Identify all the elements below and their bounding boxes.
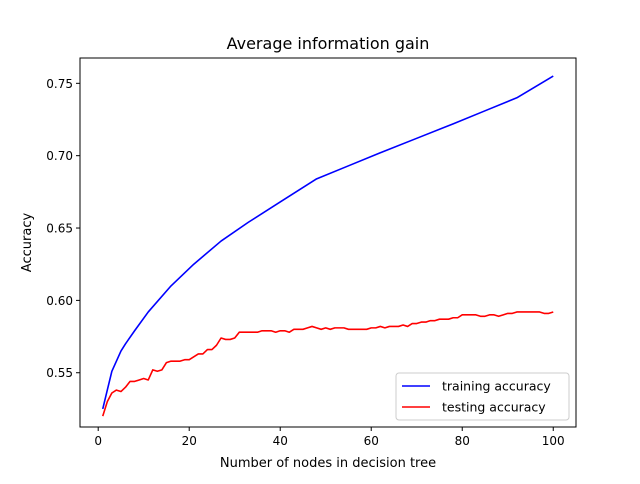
x-tick-label: 40 (273, 434, 288, 448)
series-line-training (101, 75, 554, 410)
x-axis: 0 20 40 60 80 100 (94, 427, 565, 448)
legend: training accuracy testing accuracy (395, 372, 570, 421)
y-tick-label: 0.75 (46, 77, 73, 91)
series-layer (101, 75, 554, 417)
legend-box (395, 372, 570, 421)
y-tick-label: 0.65 (46, 222, 73, 236)
y-tick-label: 0.70 (46, 149, 73, 163)
y-tick-label: 0.55 (46, 366, 73, 380)
y-axis-label: Accuracy (20, 213, 35, 273)
legend-label: training accuracy (442, 379, 551, 394)
series-line-testing (101, 311, 554, 417)
chart-title: Average information gain (227, 34, 430, 53)
legend-label: testing accuracy (442, 400, 546, 415)
x-tick-label: 0 (94, 434, 102, 448)
y-tick-label: 0.60 (46, 294, 73, 308)
x-axis-label: Number of nodes in decision tree (220, 456, 436, 471)
x-tick-label: 60 (364, 434, 379, 448)
y-axis: 0.55 0.60 0.65 0.70 0.75 (46, 77, 80, 380)
axes-frame (79, 57, 577, 428)
x-tick-label: 20 (182, 434, 197, 448)
x-tick-label: 100 (542, 434, 565, 448)
x-tick-label: 80 (455, 434, 470, 448)
